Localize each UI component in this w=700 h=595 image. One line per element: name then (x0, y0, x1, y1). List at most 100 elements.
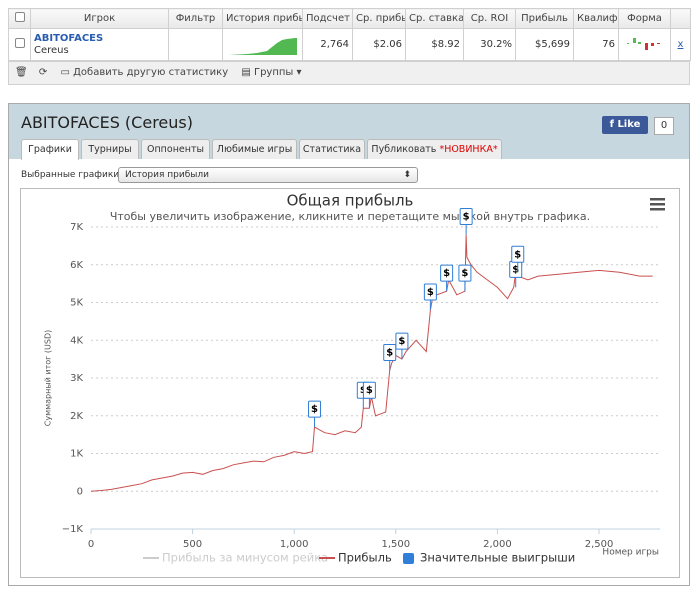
sparkline-cell (222, 28, 303, 61)
flag-text: $ (461, 268, 468, 279)
like-label: Like (617, 119, 641, 130)
menu-icon[interactable] (650, 198, 665, 211)
row-checkbox[interactable] (8, 28, 31, 61)
remove-link[interactable]: x (677, 39, 684, 50)
column-header[interactable]: Ср. прибы (352, 8, 406, 29)
y-tick-label: 4K (70, 335, 83, 346)
chart-title: Общая прибыль (287, 192, 414, 210)
column-header[interactable]: Фильтр (168, 8, 223, 29)
flag-text: $ (512, 264, 519, 275)
tab-label: Турниры (88, 144, 132, 155)
chart-select[interactable]: История прибыли ⬍ (118, 167, 418, 183)
chart: Общая прибыль Чтобы увеличить изображени… (44, 192, 665, 565)
flag-text: $ (366, 385, 373, 396)
column-header[interactable]: Ср. ставка (405, 8, 464, 29)
column-header[interactable]: Игрок (30, 8, 169, 29)
tab[interactable]: Графики (21, 139, 79, 160)
tab-label: Публиковать (371, 144, 437, 155)
flag-text: $ (311, 404, 318, 415)
y-tick-label: 5K (70, 298, 83, 309)
tab-label: Оппоненты (146, 144, 204, 155)
y-tick-label: 3K (70, 373, 83, 384)
refresh-icon[interactable]: ⟳ (38, 67, 48, 78)
y-tick-label: 7K (70, 222, 83, 233)
x-tick-label: 2,000 (483, 539, 512, 550)
tab[interactable]: Оппоненты (141, 139, 210, 159)
flag-text: $ (398, 336, 405, 347)
tab-label: Статистика (302, 144, 362, 155)
tab[interactable]: Любимые игры (212, 139, 297, 159)
chart-subtitle: Чтобы увеличить изображение, кликните и … (110, 210, 590, 223)
column-header[interactable]: Прибыль (515, 8, 574, 29)
stat-cell: $8.92 (405, 28, 464, 61)
chart-box: Общая прибыль Чтобы увеличить изображени… (20, 188, 680, 578)
delete-icon[interactable]: 🗑 (15, 67, 28, 78)
groups-button[interactable]: ▤ Группы ▾ (241, 67, 302, 78)
column-header[interactable]: Форма (618, 8, 671, 29)
tab[interactable]: Публиковать *НОВИНКА* (367, 139, 502, 159)
y-tick-label: 0 (77, 486, 83, 497)
panel: ABITOFACES (Cereus) f Like 0 Графики Турн… (8, 103, 690, 586)
flag[interactable] (308, 400, 322, 418)
x-tick-label: 1,500 (382, 539, 411, 550)
legend-label[interactable]: Прибыль за минусом рейка (162, 551, 328, 565)
panel-title: ABITOFACES (Cereus) (21, 113, 193, 132)
filter-cell (168, 28, 223, 61)
flag[interactable] (383, 343, 397, 361)
flag-text: $ (514, 249, 521, 260)
legend-label[interactable]: Значительные выигрыши (420, 551, 575, 565)
flag-text: $ (386, 347, 393, 358)
tab[interactable]: Турниры (81, 139, 139, 159)
y-tick-label: −1K (62, 524, 84, 535)
stat-cell: 2,764 (302, 28, 353, 61)
select-label: Выбранные графики: (21, 170, 123, 180)
y-tick-label: 6K (70, 260, 83, 271)
x-tick-label: 0 (88, 539, 94, 550)
x-axis-title: Номер игры (602, 548, 659, 558)
column-header[interactable]: История прибы. (222, 8, 303, 29)
select-value: История прибыли (125, 170, 209, 180)
stat-cell: 30.2% (463, 28, 516, 61)
select-all[interactable] (8, 8, 31, 29)
x-tick-label: 2,500 (585, 539, 614, 550)
column-header[interactable]: Подсчет (302, 8, 353, 29)
legend-symbol (403, 553, 414, 564)
flag[interactable] (395, 332, 409, 350)
tab-new-badge: *НОВИНКА* (439, 144, 498, 155)
toolbar: 🗑 ⟳ ▭ Добавить другую статистику ▤ Групп… (8, 61, 690, 85)
groups-label: Группы (253, 67, 294, 78)
tab-label: Любимые игры (216, 144, 293, 155)
tab[interactable]: Статистика (299, 139, 365, 159)
flag-text: $ (463, 212, 470, 223)
stats-table: Игрок Фильтр История прибы. Подсчет Ср. приб… (8, 8, 691, 61)
flag-text: $ (427, 287, 434, 298)
flag[interactable] (423, 283, 437, 301)
sparkline (229, 38, 297, 55)
like-button[interactable]: f Like (602, 116, 648, 134)
add-stat-button[interactable]: ▭ Добавить другую статистику (60, 67, 229, 78)
legend-label[interactable]: Прибыль (338, 551, 392, 565)
add-stat-label: Добавить другую статистику (73, 67, 229, 78)
x-tick-label: 500 (183, 539, 202, 550)
tab-label: Графики (28, 144, 72, 155)
y-tick-label: 1K (70, 449, 83, 460)
flag[interactable] (459, 208, 473, 226)
flag[interactable] (458, 264, 472, 282)
flag[interactable] (511, 245, 525, 263)
form-chart (627, 38, 660, 50)
player-name[interactable]: ABITOFACES (34, 32, 104, 44)
column-header[interactable]: Ср. ROI (463, 8, 516, 29)
flag[interactable] (362, 381, 376, 399)
stat-cell: $5,699 (515, 28, 574, 61)
form-cell (618, 28, 671, 61)
flag-text: $ (443, 268, 450, 279)
stat-cell: 76 (573, 28, 619, 61)
x-tick-label: 1,000 (280, 539, 309, 550)
profit-line (90, 234, 653, 492)
column-header[interactable]: Квалиф (573, 8, 619, 29)
site-name: Cereus (34, 44, 69, 56)
flag[interactable] (440, 264, 454, 282)
y-tick-label: 2K (70, 411, 83, 422)
panel-header: ABITOFACES (Cereus) f Like 0 Графики Турн… (9, 104, 689, 160)
